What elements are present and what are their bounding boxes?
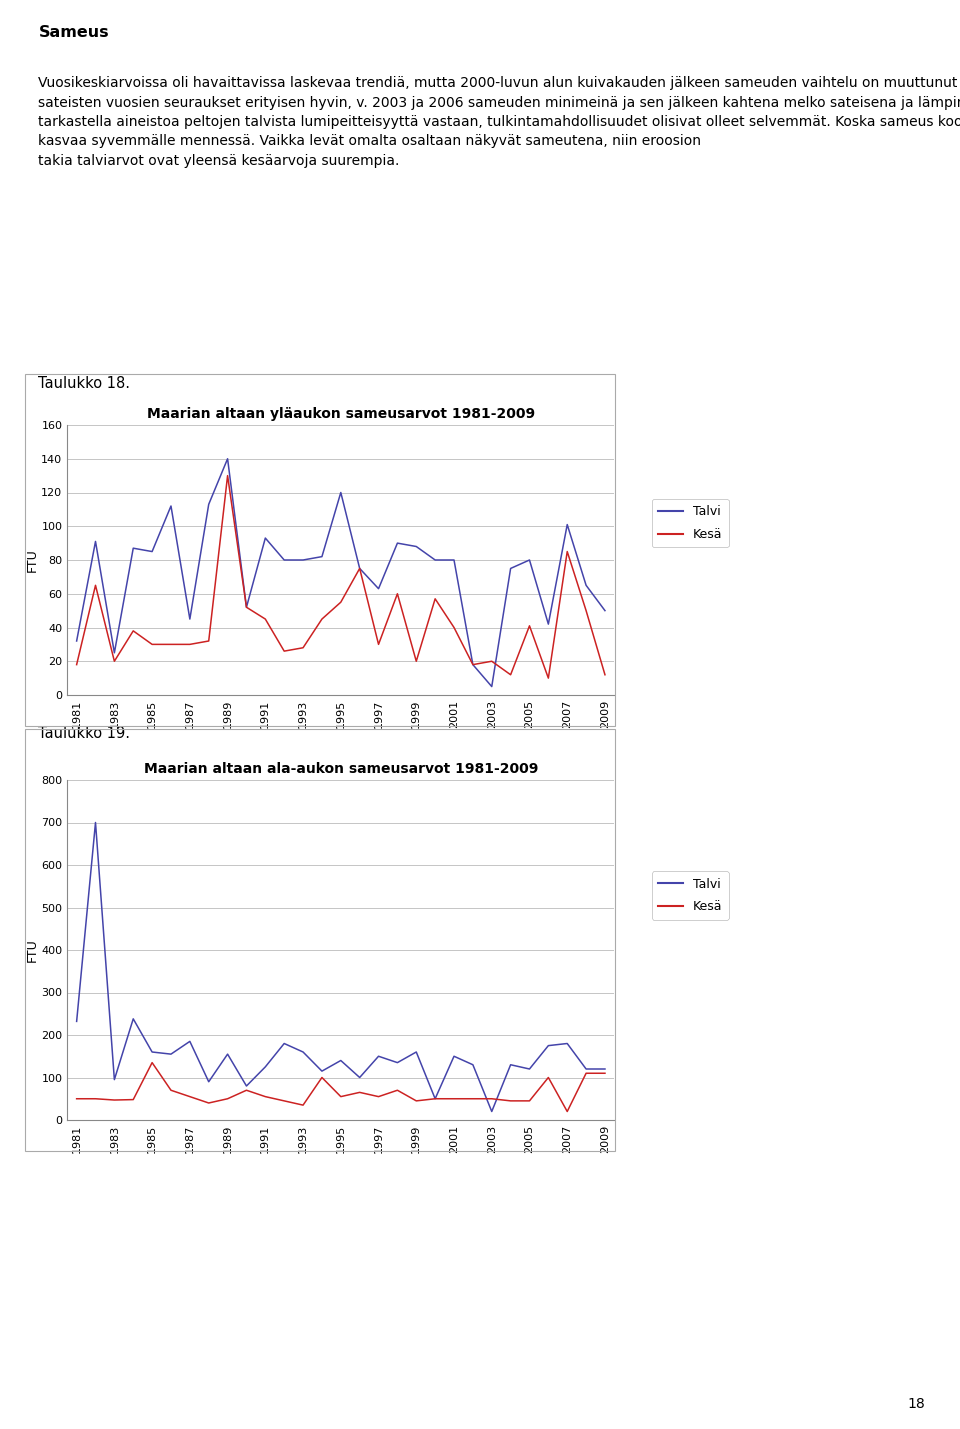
Text: Vuosikeskiarvoissa oli havaittavissa laskevaa trendiä, mutta 2000-luvun alun kui: Vuosikeskiarvoissa oli havaittavissa las… — [38, 76, 960, 169]
Text: Sameus: Sameus — [38, 24, 109, 40]
Text: 18: 18 — [908, 1398, 925, 1410]
Text: Taulukko 18.: Taulukko 18. — [38, 376, 131, 390]
Legend: Talvi, Kesä: Talvi, Kesä — [652, 499, 729, 547]
Legend: Talvi, Kesä: Talvi, Kesä — [652, 872, 729, 920]
Title: Maarian altaan yläaukon sameusarvot 1981-2009: Maarian altaan yläaukon sameusarvot 1981… — [147, 407, 535, 422]
Title: Maarian altaan ala-aukon sameusarvot 1981-2009: Maarian altaan ala-aukon sameusarvot 198… — [144, 762, 538, 776]
Text: Taulukko 19.: Taulukko 19. — [38, 726, 131, 740]
Y-axis label: FTU: FTU — [25, 937, 38, 962]
Y-axis label: FTU: FTU — [25, 549, 38, 572]
